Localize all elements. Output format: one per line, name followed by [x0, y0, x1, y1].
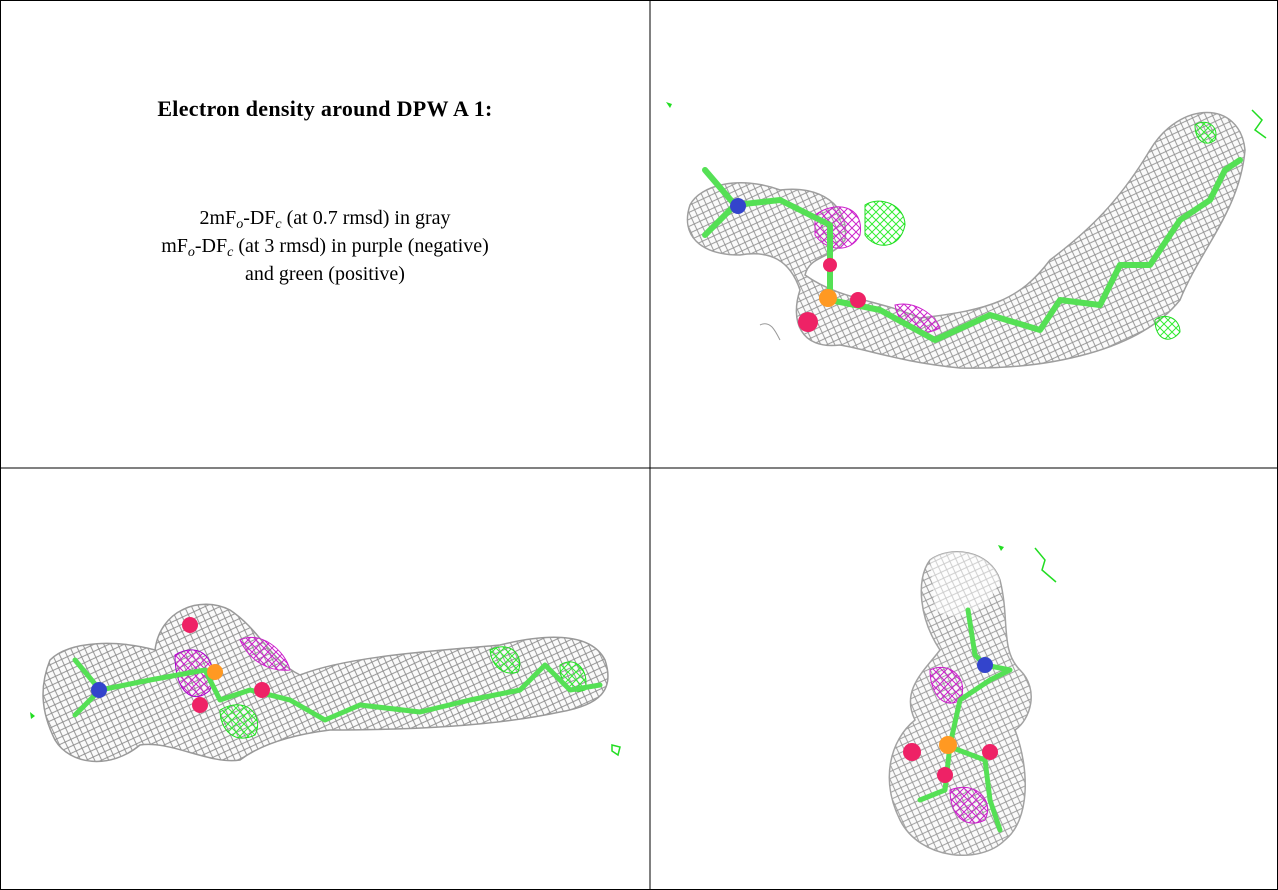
text-run: (at 0.7 rmsd) in gray: [282, 207, 451, 229]
text-run: and green (positive): [245, 263, 405, 285]
page: Electron density around DPW A 1: 2mFo-DF…: [0, 0, 1278, 890]
text-run: (at 3 rmsd) in purple (negative): [233, 235, 488, 257]
text-run: 2mF: [200, 207, 237, 229]
density-view-3: [889, 545, 1056, 855]
legend-line: mFo-DFc (at 3 rmsd) in purple (negative): [0, 232, 650, 260]
density-view-1: [666, 102, 1266, 368]
legend-line: and green (positive): [0, 260, 650, 288]
text-run: -DF: [243, 207, 275, 229]
legend-line: 2mFo-DFc (at 0.7 rmsd) in gray: [0, 204, 650, 232]
text-run: mF: [161, 235, 188, 257]
caption-cell: Electron density around DPW A 1: 2mFo-DF…: [0, 0, 650, 468]
subscript: o: [188, 245, 195, 260]
title: Electron density around DPW A 1:: [0, 96, 650, 122]
density-view-2: [30, 604, 620, 761]
text-run: -DF: [195, 235, 227, 257]
